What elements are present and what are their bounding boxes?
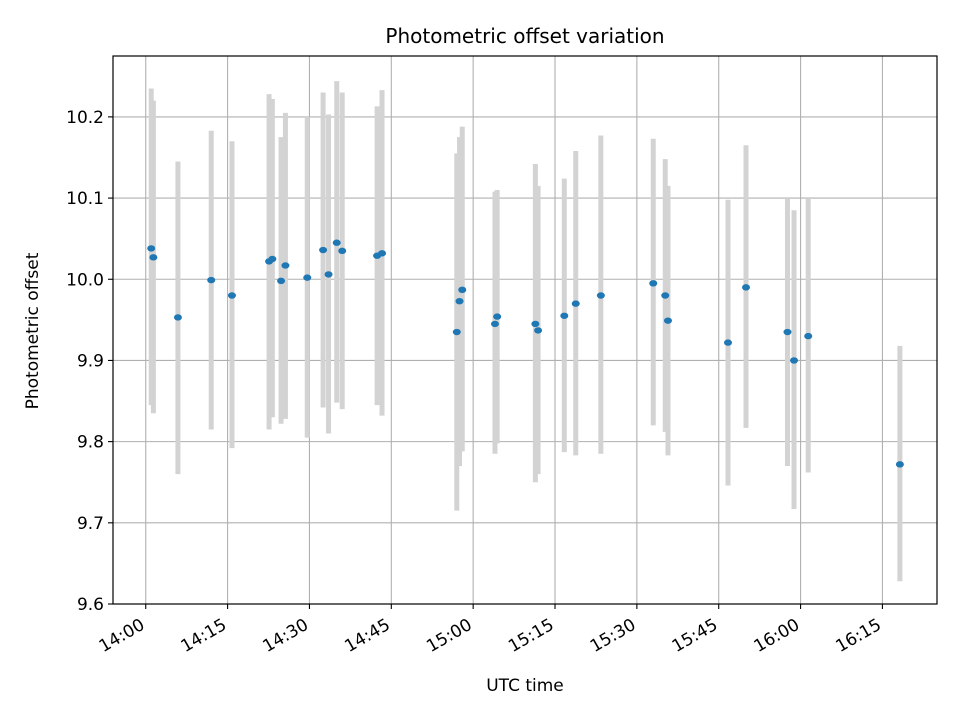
data-point [663, 317, 672, 324]
y-tick-label: 9.7 [77, 514, 104, 534]
data-point [378, 250, 387, 257]
data-point [338, 247, 347, 255]
data-point [790, 357, 799, 364]
data-point [534, 327, 543, 334]
data-point [277, 277, 286, 285]
y-tick-label: 10.2 [66, 108, 104, 128]
data-point [649, 280, 658, 287]
data-point [452, 328, 461, 336]
data-point [268, 255, 277, 263]
data-point [455, 297, 464, 305]
data-point [661, 292, 670, 299]
data-point [227, 292, 236, 299]
data-point [458, 286, 467, 294]
data-point [303, 274, 312, 281]
data-point [783, 328, 792, 336]
y-axis-title: Photometric offset [23, 252, 43, 409]
data-point [560, 312, 569, 319]
data-point [804, 332, 813, 340]
x-axis-title: UTC time [486, 676, 564, 696]
data-point [173, 314, 182, 321]
data-point [895, 461, 904, 468]
data-point [149, 254, 158, 261]
data-point [147, 245, 156, 252]
plot-area-frame [112, 55, 938, 605]
chart-title: Photometric offset variation [385, 24, 664, 48]
data-point [723, 339, 732, 346]
y-tick-label: 9.9 [77, 351, 104, 371]
data-point [571, 300, 580, 307]
data-point [493, 313, 502, 320]
y-tick-label: 9.8 [77, 433, 104, 453]
y-tick-label: 10.1 [66, 189, 104, 209]
data-point [207, 276, 216, 284]
data-point [319, 246, 328, 254]
data-point [742, 284, 751, 291]
y-axis: 9.6 9.7 9.8 9.9 10.0 10.1 10.2 [66, 108, 113, 615]
data-point [490, 320, 499, 328]
data-point [332, 239, 341, 246]
data-point [281, 262, 290, 269]
data-points [147, 239, 904, 468]
data-point [596, 292, 605, 299]
y-tick-label: 9.6 [77, 595, 104, 615]
data-point [531, 320, 540, 328]
y-tick-label: 10.0 [66, 270, 104, 290]
data-point [324, 271, 333, 278]
